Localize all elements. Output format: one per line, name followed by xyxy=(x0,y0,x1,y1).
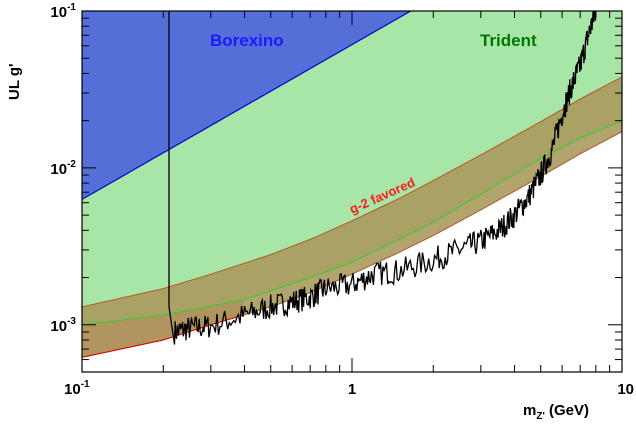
x-axis-title-main: m xyxy=(523,402,536,419)
plot-regions xyxy=(82,11,622,358)
x-axis-title-unit: (GeV) xyxy=(545,402,589,419)
g2-favored-band xyxy=(82,76,622,358)
x-axis-title: mZ' (GeV) xyxy=(523,402,589,422)
y-tick-label: 10-2 xyxy=(50,159,76,178)
y-axis-tick-labels: 10-3 10-2 10-1 xyxy=(50,2,76,335)
x-tick-label: 1 xyxy=(348,381,356,398)
y-tick-label: 10-1 xyxy=(50,2,76,21)
x-tick-label: 10 xyxy=(617,381,634,398)
y-axis-ticks xyxy=(82,17,622,373)
borexino-boundary-line xyxy=(82,11,411,200)
x-tick-label: 10-1 xyxy=(64,379,90,398)
y-axis-title: UL g' xyxy=(6,63,23,100)
trident-label: Trident xyxy=(480,31,537,50)
g2-band-upper-edge xyxy=(82,76,622,308)
x-axis-tick-labels: 10-1 1 10 xyxy=(64,379,634,398)
x-axis-title-sub: Z' xyxy=(536,411,545,422)
trident-boundary-line xyxy=(82,120,622,326)
borexino-label: Borexino xyxy=(210,31,284,50)
y-tick-label: 10-3 xyxy=(50,316,76,335)
upper-limit-line xyxy=(168,11,597,345)
